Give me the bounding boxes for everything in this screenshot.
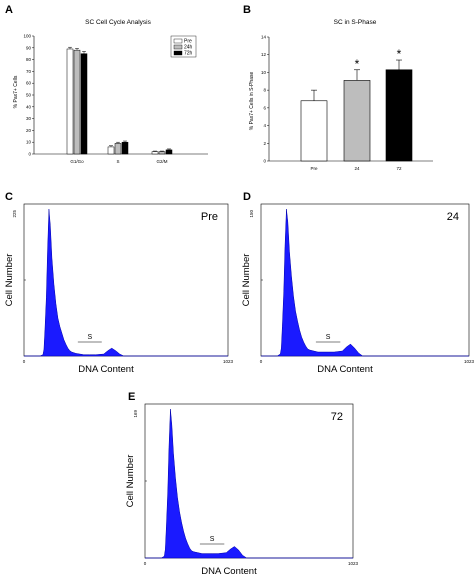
panel-a: A SC Cell Cycle Analysis % Pax7+ Cells 0… [5,4,208,164]
histogram: S 225 0 1023 DNA Content Cell Number Pre [4,203,234,375]
bar [80,53,88,155]
sample-label: Pre [201,211,218,223]
bars [66,46,173,155]
x-tick-label: 0 [144,561,147,566]
bar [158,151,166,155]
x-tick-label: S [116,159,119,164]
bar [73,49,81,155]
x-axis-label: DNA Content [317,364,373,375]
legend-label: 72h [184,51,193,57]
y-axis-label: % Pax7+ Cells [13,75,19,108]
x-tick-label: 0 [260,359,263,364]
s-phase-label: S [326,334,331,341]
panel-d: D S 150 0 1023 DNA Content Cell Number 24 [241,191,474,375]
bar [343,80,371,162]
bar [66,48,74,155]
histogram: S 150 0 1023 DNA Content Cell Number 24 [241,203,474,375]
panel-letter-d: D [243,191,251,203]
histogram-area [261,208,469,357]
x-tick-label: G1/Go [70,159,84,164]
x-tick-label: Pre [310,166,318,171]
panel-b: B SC in S-Phase % Pax7+ Cells in S-Phase… [243,4,433,171]
y-tick-label: 20 [26,128,32,133]
x-tick-label: 72 [396,166,402,171]
panel-c: C S 225 0 1023 DNA Content Cell Number Pre [4,191,234,375]
x-tick-label: 1023 [348,561,359,566]
panel-e: E S 169 0 1023 DNA Content Cell Number 72 [125,391,359,577]
y-tick-label: 100 [23,34,31,39]
y-tick-label: 2 [263,141,266,146]
bar [121,141,129,155]
bar [114,143,122,155]
panel-letter-a: A [5,4,13,16]
y-max-label: 225 [12,210,17,218]
sample-label: 72 [331,411,343,423]
bar [107,146,115,155]
x-tick-label: 24 [354,166,360,171]
chart-title: SC Cell Cycle Analysis [85,19,151,26]
s-phase-label: S [87,334,92,341]
significance-marker: * [397,47,402,61]
legend-label: Pre [184,39,192,45]
y-max-label: 150 [249,210,254,218]
y-tick-label: 70 [26,69,32,74]
bar [300,100,328,162]
bar [385,69,413,162]
histogram-area [145,408,353,559]
y-tick-label: 30 [26,116,32,121]
significance-marker: * [355,57,360,71]
y-tick-label: 6 [263,105,266,110]
y-tick-label: 10 [26,140,32,145]
legend-swatch [173,38,183,44]
y-tick-label: 4 [263,123,266,128]
histogram: S 169 0 1023 DNA Content Cell Number 72 [125,403,359,577]
x-axis-label: DNA Content [201,566,257,577]
y-axis-label: % Pax7+ Cells in S-Phase [249,72,255,131]
x-axis-label: DNA Content [78,364,134,375]
y-tick-label: 8 [263,88,266,93]
y-tick-label: 0 [263,159,266,164]
y-axis-label: Cell Number [125,455,136,508]
x-tick-label: 0 [23,359,26,364]
bar [165,149,173,155]
y-tick-label: 14 [261,35,267,40]
bars: ** [300,47,413,162]
y-tick-label: 60 [26,81,32,86]
y-axis-label: Cell Number [241,254,252,307]
y-tick-label: 90 [26,45,32,50]
histogram-area [24,208,228,357]
sample-label: 24 [447,211,459,223]
panel-letter-b: B [243,4,251,16]
axes: 0 10 20 30 40 50 60 70 80 90 100 G1/Go S G2/M [23,34,208,164]
x-tick-label: G2/M [156,159,167,164]
y-tick-label: 12 [261,52,267,57]
y-tick-label: 40 [26,104,32,109]
x-tick-label: 1023 [464,359,474,364]
chart-title: SC in S-Phase [334,19,377,26]
bar [151,151,159,155]
y-tick-label: 50 [26,93,32,98]
x-tick-label: 1023 [223,359,234,364]
panel-letter-e: E [128,391,135,403]
y-tick-label: 10 [261,70,267,75]
y-max-label: 169 [133,410,138,418]
legend-swatch [173,50,183,56]
legend-swatch [173,44,183,50]
panel-letter-c: C [5,191,13,203]
s-phase-label: S [210,536,215,543]
y-tick-label: 80 [26,57,32,62]
y-axis-label: Cell Number [4,254,15,307]
y-tick-label: 0 [28,152,31,157]
legend-label: 24h [184,45,193,51]
